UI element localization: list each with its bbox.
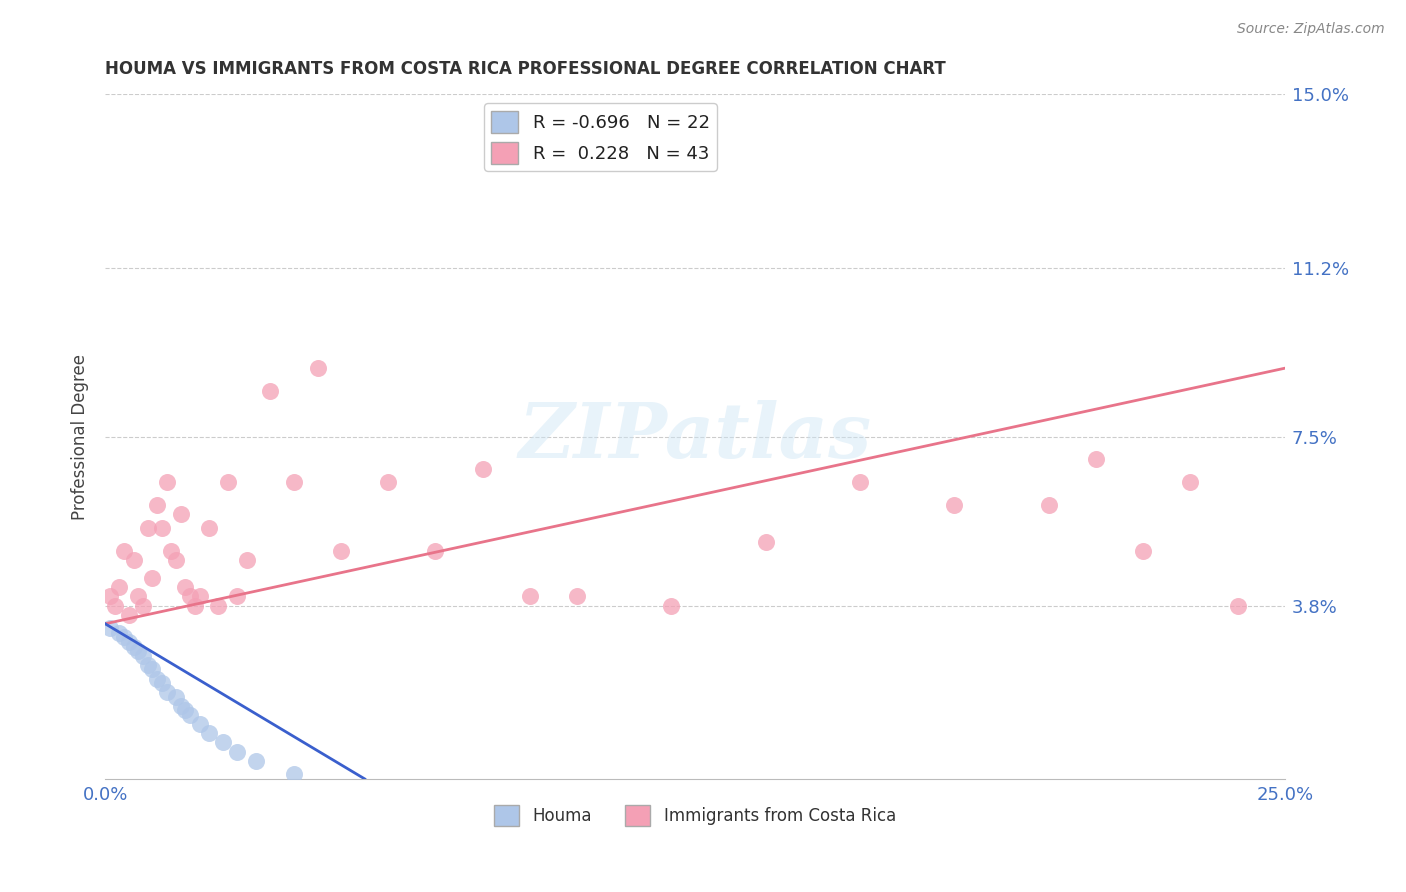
Point	[226, 590, 249, 604]
Point	[136, 521, 159, 535]
Point	[212, 735, 235, 749]
Point	[245, 754, 267, 768]
Point	[1038, 498, 1060, 512]
Point	[179, 708, 201, 723]
Point	[1132, 543, 1154, 558]
Point	[259, 384, 281, 398]
Point	[165, 553, 187, 567]
Point	[146, 498, 169, 512]
Point	[127, 644, 149, 658]
Point	[160, 543, 183, 558]
Point	[519, 590, 541, 604]
Point	[1226, 599, 1249, 613]
Point	[136, 657, 159, 672]
Point	[118, 607, 141, 622]
Point	[155, 685, 177, 699]
Point	[283, 767, 305, 781]
Point	[179, 590, 201, 604]
Point	[207, 599, 229, 613]
Point	[943, 498, 966, 512]
Point	[1085, 452, 1108, 467]
Text: Source: ZipAtlas.com: Source: ZipAtlas.com	[1237, 22, 1385, 37]
Point	[170, 698, 193, 713]
Point	[141, 571, 163, 585]
Point	[174, 580, 197, 594]
Text: HOUMA VS IMMIGRANTS FROM COSTA RICA PROFESSIONAL DEGREE CORRELATION CHART: HOUMA VS IMMIGRANTS FROM COSTA RICA PROF…	[105, 60, 946, 78]
Point	[112, 543, 135, 558]
Point	[108, 626, 131, 640]
Point	[198, 726, 221, 740]
Point	[112, 631, 135, 645]
Point	[150, 676, 173, 690]
Point	[122, 640, 145, 654]
Point	[98, 590, 121, 604]
Point	[132, 599, 155, 613]
Point	[188, 717, 211, 731]
Point	[425, 543, 447, 558]
Point	[217, 475, 239, 490]
Point	[198, 521, 221, 535]
Point	[170, 508, 193, 522]
Point	[132, 648, 155, 663]
Point	[226, 745, 249, 759]
Point	[661, 599, 683, 613]
Text: ZIPatlas: ZIPatlas	[519, 400, 872, 474]
Point	[471, 461, 494, 475]
Point	[283, 475, 305, 490]
Point	[127, 590, 149, 604]
Point	[174, 703, 197, 717]
Point	[1180, 475, 1202, 490]
Legend: Houma, Immigrants from Costa Rica: Houma, Immigrants from Costa Rica	[488, 798, 903, 832]
Point	[165, 690, 187, 704]
Point	[141, 662, 163, 676]
Point	[236, 553, 259, 567]
Point	[188, 590, 211, 604]
Point	[146, 672, 169, 686]
Point	[98, 621, 121, 635]
Point	[155, 475, 177, 490]
Point	[377, 475, 399, 490]
Point	[122, 553, 145, 567]
Point	[108, 580, 131, 594]
Point	[104, 599, 127, 613]
Point	[755, 534, 778, 549]
Point	[150, 521, 173, 535]
Point	[184, 599, 207, 613]
Point	[118, 635, 141, 649]
Point	[849, 475, 872, 490]
Point	[307, 361, 329, 376]
Point	[330, 543, 353, 558]
Point	[565, 590, 588, 604]
Y-axis label: Professional Degree: Professional Degree	[72, 353, 89, 520]
